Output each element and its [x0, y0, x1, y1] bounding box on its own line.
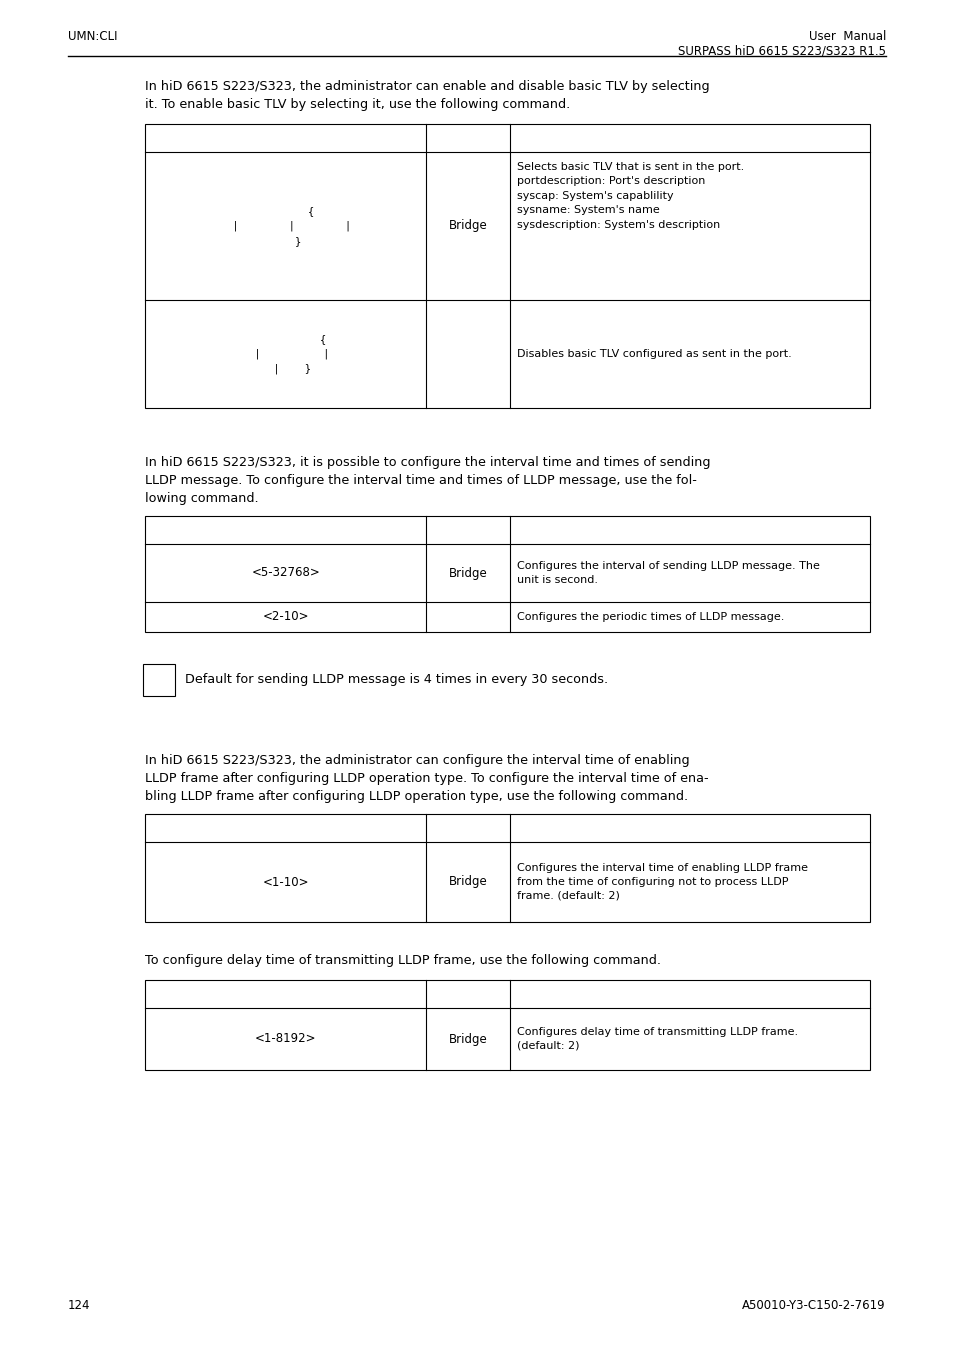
- Text: <1-8192>: <1-8192>: [254, 1033, 316, 1045]
- Text: it. To enable basic TLV by selecting it, use the following command.: it. To enable basic TLV by selecting it,…: [145, 99, 570, 111]
- Text: A50010-Y3-C150-2-7619: A50010-Y3-C150-2-7619: [741, 1299, 885, 1312]
- Text: SURPASS hiD 6615 S223/S323 R1.5: SURPASS hiD 6615 S223/S323 R1.5: [678, 45, 885, 58]
- Text: User  Manual: User Manual: [808, 30, 885, 43]
- Text: Selects basic TLV that is sent in the port.
portdescription: Port's description
: Selects basic TLV that is sent in the po…: [517, 162, 743, 230]
- Text: LLDP frame after configuring LLDP operation type. To configure the interval time: LLDP frame after configuring LLDP operat…: [145, 772, 708, 784]
- Text: Bridge: Bridge: [448, 220, 487, 232]
- Text: {
  |        |        |
    }: { | | | }: [220, 207, 351, 246]
- Text: Bridge: Bridge: [448, 876, 487, 888]
- Bar: [143, 664, 174, 697]
- Text: <2-10>: <2-10>: [262, 610, 309, 624]
- Text: In hiD 6615 S223/S323, the administrator can configure the interval time of enab: In hiD 6615 S223/S323, the administrator…: [145, 755, 689, 767]
- Text: bling LLDP frame after configuring LLDP operation type, use the following comman: bling LLDP frame after configuring LLDP …: [145, 790, 687, 803]
- Text: Disables basic TLV configured as sent in the port.: Disables basic TLV configured as sent in…: [517, 350, 791, 359]
- Bar: [145, 980, 869, 1071]
- Bar: [145, 124, 869, 408]
- Text: UMN:CLI: UMN:CLI: [68, 30, 117, 43]
- Text: lowing command.: lowing command.: [145, 491, 258, 505]
- Text: 124: 124: [68, 1299, 91, 1312]
- Text: In hiD 6615 S223/S323, it is possible to configure the interval time and times o: In hiD 6615 S223/S323, it is possible to…: [145, 456, 710, 468]
- Text: Bridge: Bridge: [448, 567, 487, 579]
- Text: {
  |          |
  |    }: { | | | }: [242, 333, 329, 374]
- Text: Bridge: Bridge: [448, 1033, 487, 1045]
- Text: Default for sending LLDP message is 4 times in every 30 seconds.: Default for sending LLDP message is 4 ti…: [185, 674, 607, 687]
- Bar: [145, 814, 869, 922]
- Text: LLDP message. To configure the interval time and times of LLDP message, use the : LLDP message. To configure the interval …: [145, 474, 696, 487]
- Bar: [145, 516, 869, 632]
- Text: To configure delay time of transmitting LLDP frame, use the following command.: To configure delay time of transmitting …: [145, 954, 660, 967]
- Text: <1-10>: <1-10>: [262, 876, 309, 888]
- Text: Configures the interval of sending LLDP message. The
unit is second.: Configures the interval of sending LLDP …: [517, 562, 819, 585]
- Text: Configures the interval time of enabling LLDP frame
from the time of configuring: Configures the interval time of enabling…: [517, 863, 807, 900]
- Text: Configures the periodic times of LLDP message.: Configures the periodic times of LLDP me…: [517, 612, 783, 622]
- Text: <5-32768>: <5-32768>: [251, 567, 319, 579]
- Text: Configures delay time of transmitting LLDP frame.
(default: 2): Configures delay time of transmitting LL…: [517, 1027, 797, 1052]
- Text: In hiD 6615 S223/S323, the administrator can enable and disable basic TLV by sel: In hiD 6615 S223/S323, the administrator…: [145, 80, 709, 93]
